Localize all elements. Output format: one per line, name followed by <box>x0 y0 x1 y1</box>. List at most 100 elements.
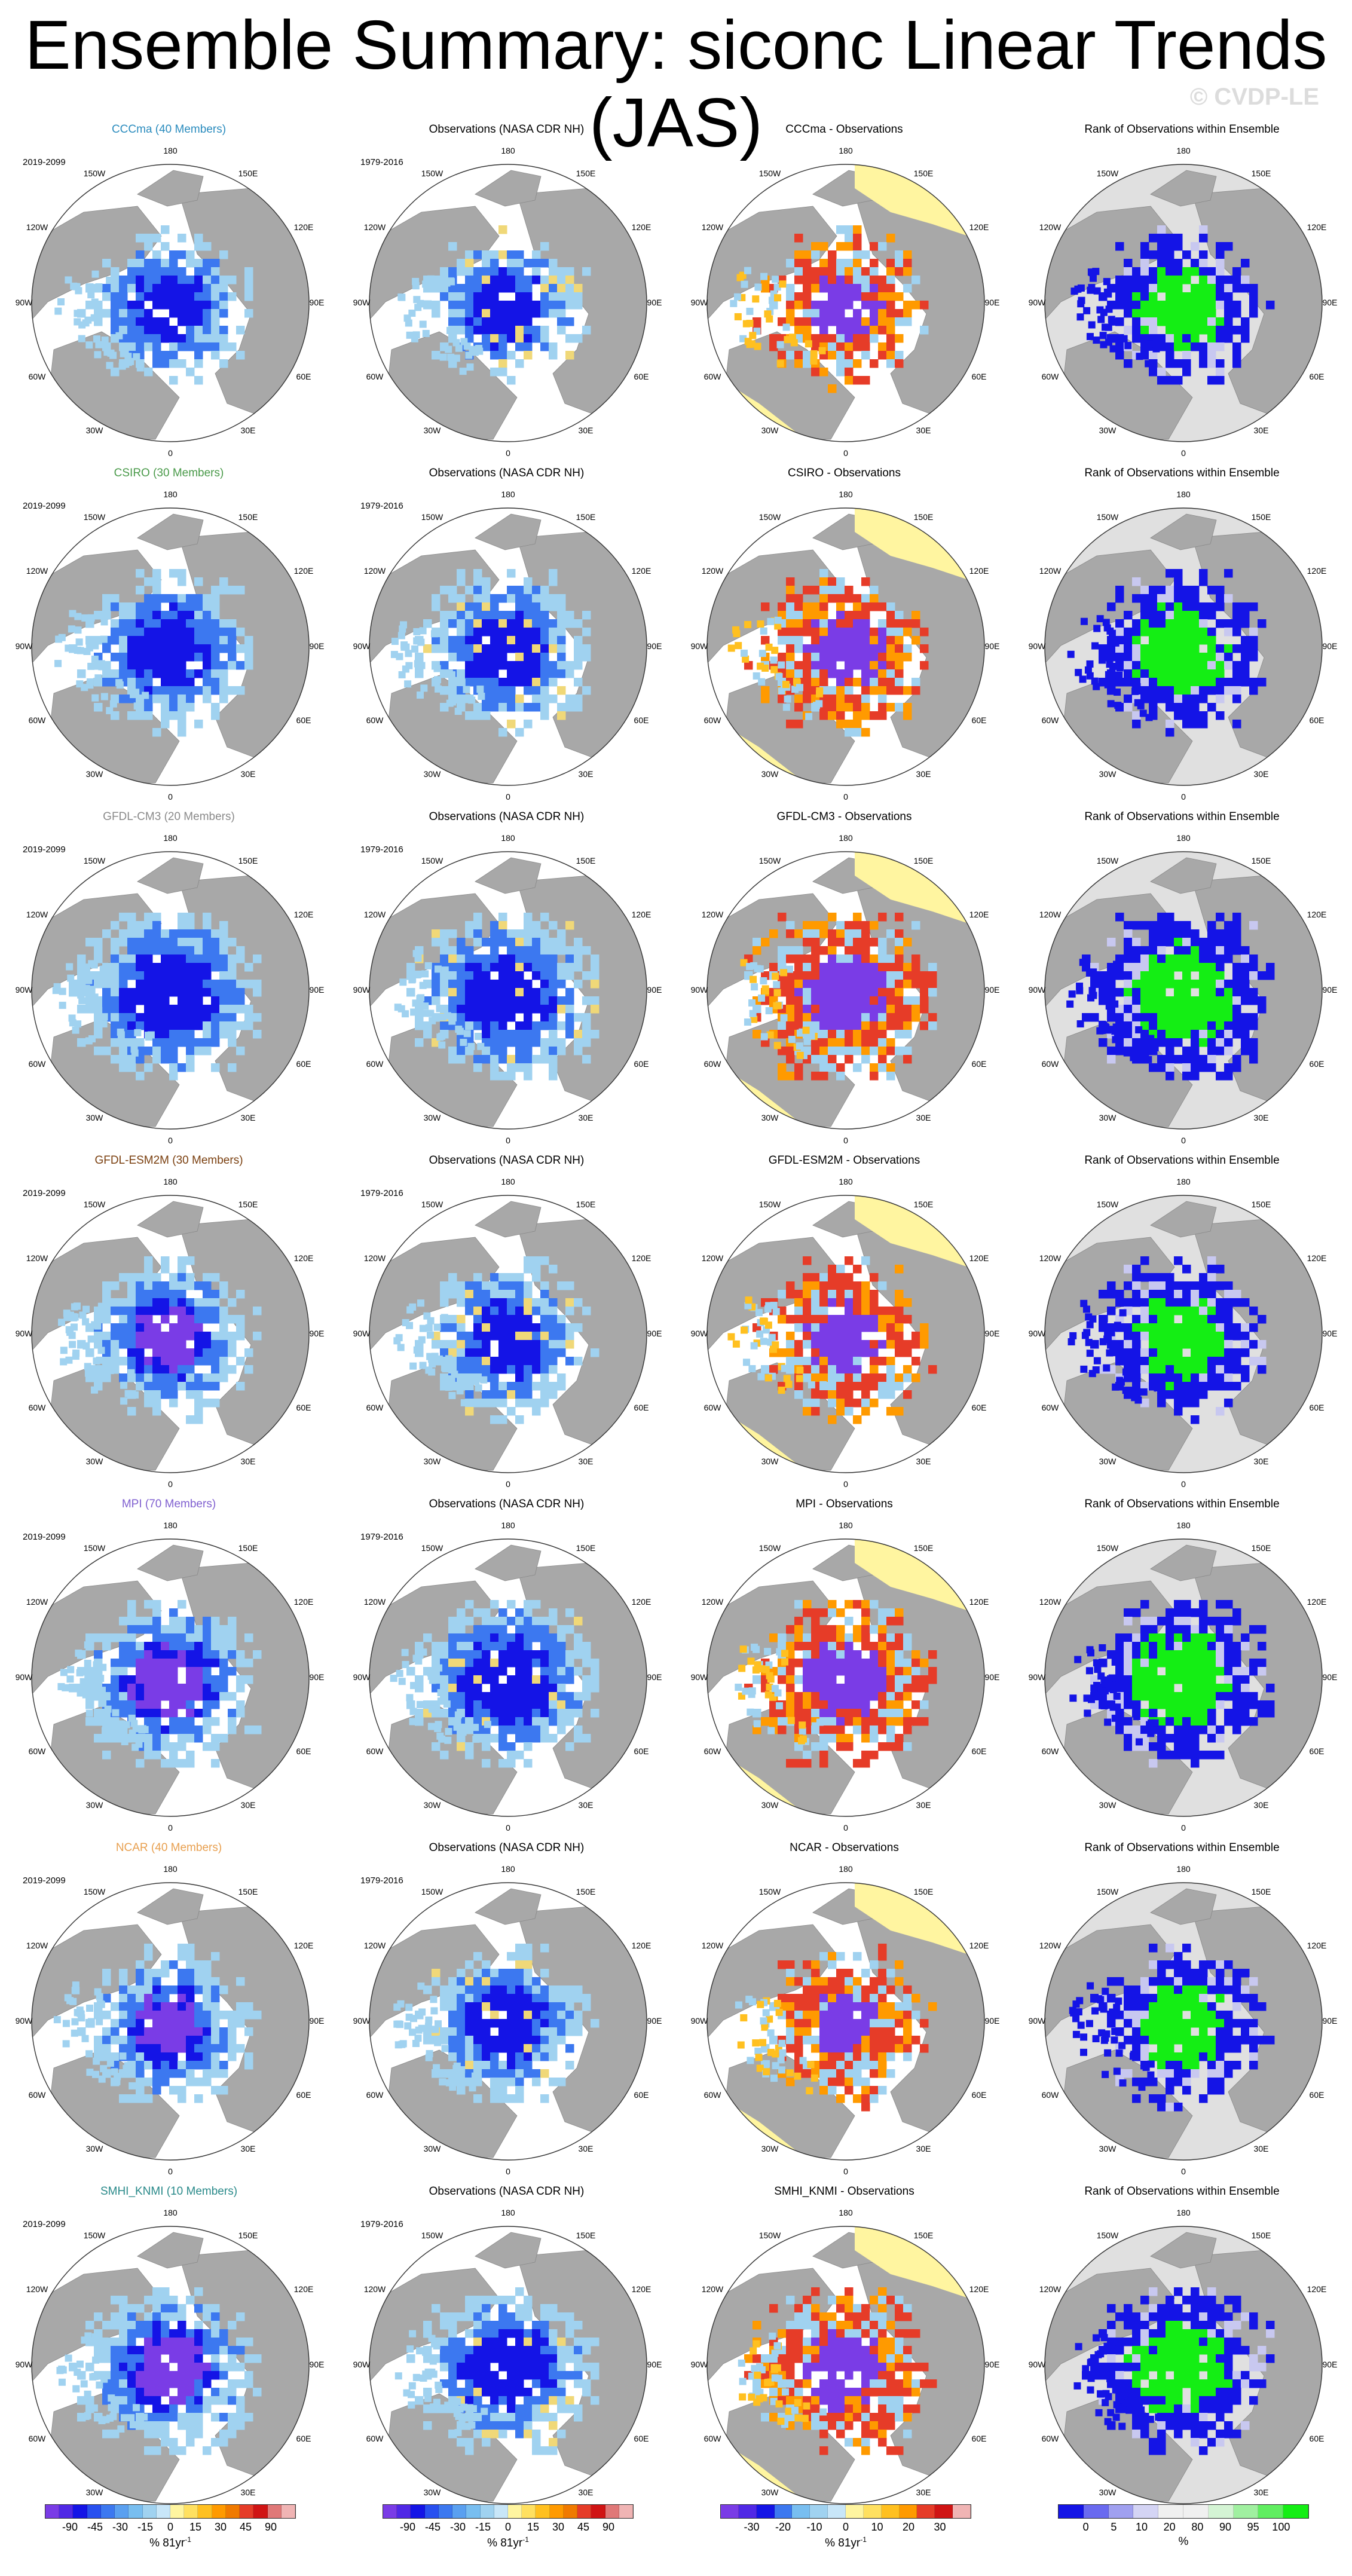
colorbar-swatch <box>424 2505 439 2518</box>
longitude-label: 60W <box>29 715 47 725</box>
colorbar-swatch <box>1083 2505 1109 2518</box>
longitude-label: 30E <box>916 426 931 435</box>
longitude-label: 90E <box>985 2360 1000 2369</box>
colorbar-swatch <box>212 2505 226 2518</box>
longitude-label: 30W <box>761 426 779 435</box>
rank-panel: 180 150W 150E 120W 120E 90W 90E 60W 60E 30W 30E 0 Ra… <box>1013 1154 1351 1497</box>
longitude-label: 30E <box>1254 2488 1269 2497</box>
longitude-label: 120E <box>632 2284 651 2294</box>
longitude-label: 30W <box>86 1113 104 1122</box>
colorbar-tick-label: 90 <box>602 2521 615 2533</box>
longitude-label: 30E <box>916 769 931 779</box>
longitude-label: 90W <box>1029 641 1047 651</box>
longitude-label: 150E <box>914 1543 934 1553</box>
longitude-label: 0 <box>168 792 173 801</box>
longitude-label: 90W <box>16 1672 33 1682</box>
longitude-label: 60W <box>704 1059 722 1069</box>
longitude-label: 30W <box>761 2488 779 2497</box>
longitude-label: 150W <box>1097 1200 1119 1209</box>
colorbar-swatch <box>225 2505 240 2518</box>
longitude-label: 60E <box>634 1746 649 1756</box>
longitude-label: 180 <box>163 1520 178 1530</box>
colorbar-tick-label: 0 <box>504 2521 512 2533</box>
panel-title: Observations (NASA CDR NH) <box>429 1498 585 1510</box>
longitude-label: 30E <box>916 1457 931 1466</box>
colorbar-tick-label: -20 <box>775 2521 791 2533</box>
longitude-label: 150W <box>1097 856 1119 865</box>
longitude-label: 30W <box>1099 1800 1117 1810</box>
colorbar-tick-label: 30 <box>934 2521 946 2533</box>
colorbar-swatch <box>563 2505 578 2518</box>
longitude-label: 90E <box>310 641 325 651</box>
panel-title: Rank of Observations within Ensemble <box>1084 1498 1280 1510</box>
longitude-label: 60E <box>296 1746 311 1756</box>
observations-panel: 180150W150E120W120E90W90E60W60E30W30E0Ob… <box>338 2185 675 2528</box>
page-title: Ensemble Summary: siconc Linear Trends (… <box>25 6 1327 161</box>
longitude-label: 60W <box>1042 372 1060 381</box>
panel-title: Rank of Observations within Ensemble <box>1084 467 1280 479</box>
colorbar-swatch <box>1233 2505 1259 2518</box>
model-panel: 180 150W 150E 120W 120E 90W 90E 60W 60E 30W 30E 0 MP… <box>0 1497 338 1841</box>
colorbar-strip <box>720 2504 971 2519</box>
longitude-label: 120W <box>702 566 724 576</box>
longitude-label: 90E <box>1323 641 1338 651</box>
longitude-label: 30E <box>1254 769 1269 779</box>
panel-title: MPI - Observations <box>796 1498 893 1510</box>
longitude-label: 120W <box>364 1597 386 1607</box>
longitude-label: 0 <box>1181 1136 1186 1145</box>
longitude-label: 60E <box>634 2434 649 2443</box>
colorbar-tick-label: 80 <box>1191 2521 1204 2533</box>
difference-panel: 180 150W 150E 120W 120E 90W 90E 60W 60E 30W 30E 0 CS… <box>675 466 1013 810</box>
longitude-label: 30E <box>241 1800 256 1810</box>
longitude-label: 120E <box>1307 1597 1327 1607</box>
colorbar-tick-label: 20 <box>1163 2521 1176 2533</box>
longitude-label: 120W <box>26 1941 48 1950</box>
panel-title: GFDL-ESM2M - Observations <box>768 1154 920 1167</box>
longitude-label: 90W <box>1029 298 1047 307</box>
longitude-label: 0 <box>506 448 510 458</box>
longitude-label: 120E <box>1307 910 1327 919</box>
longitude-label: 60E <box>972 2090 987 2100</box>
rank-panel: 180 150W 150E 120W 120E 90W 90E 60W 60E 30W 30E 0 Ra… <box>1013 1497 1351 1841</box>
colorbar-swatch <box>792 2505 810 2518</box>
longitude-label: 150W <box>421 1543 443 1553</box>
difference-panel: 180 150W 150E 120W 120E 90W 90E 60W 60E 30W 30E 0 NC… <box>675 1841 1013 2185</box>
longitude-label: 90E <box>985 298 1000 307</box>
longitude-label: 30E <box>916 2144 931 2153</box>
panel-title: Rank of Observations within Ensemble <box>1084 1841 1280 1854</box>
longitude-label: 60W <box>29 372 47 381</box>
panel-title: CCCma - Observations <box>785 123 903 136</box>
longitude-label: 90E <box>647 1672 662 1682</box>
longitude-label: 90E <box>647 641 662 651</box>
longitude-label: 120W <box>26 222 48 232</box>
panel-title: Rank of Observations within Ensemble <box>1084 810 1280 823</box>
longitude-label: 150W <box>421 1200 443 1209</box>
longitude-label: 0 <box>506 792 510 801</box>
longitude-label: 150E <box>576 2231 596 2240</box>
longitude-label: 180 <box>501 1177 515 1186</box>
longitude-label: 60W <box>1042 2434 1060 2443</box>
longitude-label: 30W <box>761 1113 779 1122</box>
longitude-label: 30E <box>241 2144 256 2153</box>
difference-panel: 180 150W 150E 120W 120E 90W 90E 60W 60E 30W 30E 0 GF… <box>675 1154 1013 1497</box>
longitude-label: 120W <box>702 1253 724 1263</box>
longitude-label: 150W <box>759 1543 781 1553</box>
period-label: 2019-2099 <box>23 1188 66 1198</box>
longitude-label: 120W <box>702 2284 724 2294</box>
colorbar-tick-label: 90 <box>1219 2521 1231 2533</box>
longitude-label: 90W <box>691 2360 709 2369</box>
longitude-label: 30W <box>424 769 442 779</box>
longitude-label: 120E <box>632 910 651 919</box>
colorbar-swatch <box>267 2505 282 2518</box>
longitude-label: 0 <box>843 448 848 458</box>
longitude-label: 120W <box>1039 1253 1062 1263</box>
